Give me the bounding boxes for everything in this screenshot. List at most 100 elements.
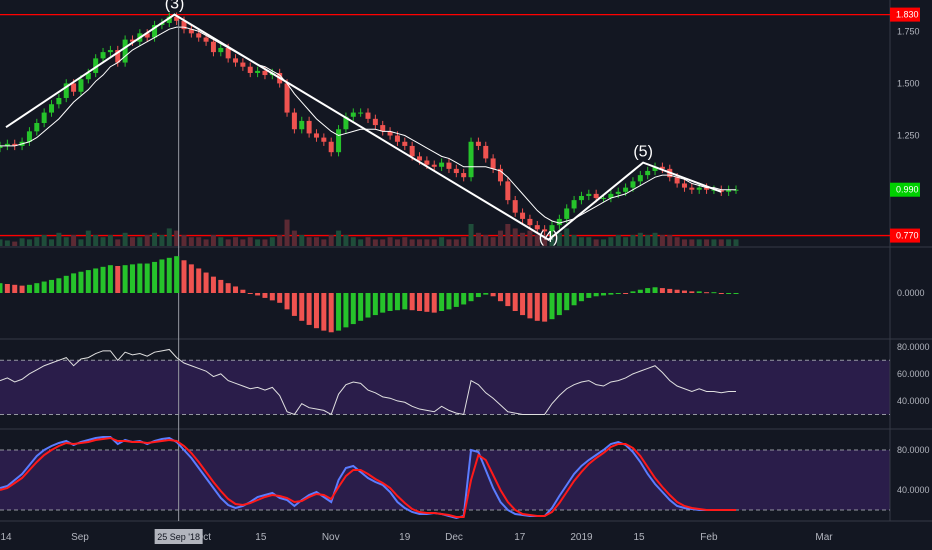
candle[interactable] — [608, 193, 614, 199]
candle[interactable] — [549, 225, 555, 232]
candle[interactable] — [321, 137, 327, 142]
candle[interactable] — [417, 156, 423, 161]
candle[interactable] — [726, 189, 732, 192]
candle[interactable] — [586, 193, 592, 196]
candle[interactable] — [34, 123, 40, 132]
candle[interactable] — [365, 112, 371, 119]
candle[interactable] — [520, 212, 526, 219]
candle[interactable] — [85, 72, 91, 80]
candle[interactable] — [358, 112, 364, 114]
candle[interactable] — [483, 145, 489, 159]
candle[interactable] — [424, 160, 430, 165]
elliott-wave-line[interactable] — [5, 13, 722, 241]
candle[interactable] — [387, 131, 393, 136]
candle[interactable] — [593, 193, 599, 199]
candle[interactable] — [711, 189, 717, 191]
candle[interactable] — [144, 33, 150, 38]
candle[interactable] — [674, 177, 680, 184]
volume-bar — [461, 237, 467, 246]
candle[interactable] — [166, 16, 172, 23]
candle[interactable] — [615, 191, 621, 194]
candle[interactable] — [696, 187, 702, 190]
candle[interactable] — [262, 70, 268, 76]
candle[interactable] — [394, 135, 400, 142]
candle[interactable] — [107, 50, 113, 53]
candle[interactable] — [336, 129, 342, 153]
candle[interactable] — [446, 162, 452, 169]
candle[interactable] — [100, 52, 106, 59]
candle[interactable] — [490, 158, 496, 169]
candle[interactable] — [181, 20, 187, 30]
candle[interactable] — [210, 41, 216, 53]
candle[interactable] — [380, 125, 386, 132]
candle[interactable] — [71, 83, 77, 92]
candle[interactable] — [78, 79, 84, 92]
macd-bar — [689, 291, 695, 293]
candle[interactable] — [41, 112, 47, 123]
macd-bar — [343, 293, 349, 328]
candle[interactable] — [534, 225, 540, 230]
candle[interactable] — [601, 198, 607, 200]
candle[interactable] — [343, 116, 349, 130]
candle[interactable] — [637, 175, 643, 182]
candle[interactable] — [196, 33, 202, 38]
candle[interactable] — [681, 183, 687, 188]
candle[interactable] — [306, 120, 312, 134]
candle[interactable] — [313, 133, 319, 138]
candle[interactable] — [255, 70, 261, 73]
candle[interactable] — [402, 141, 408, 146]
candle[interactable] — [233, 58, 239, 63]
candle[interactable] — [350, 112, 356, 117]
candle[interactable] — [453, 168, 459, 174]
candle[interactable] — [218, 47, 224, 53]
candle[interactable] — [468, 141, 474, 178]
candle[interactable] — [328, 141, 334, 153]
candle[interactable] — [439, 162, 445, 167]
candle[interactable] — [299, 120, 305, 130]
candle[interactable] — [225, 47, 231, 59]
candle[interactable] — [0, 145, 3, 149]
candle[interactable] — [571, 200, 577, 209]
candle[interactable] — [527, 218, 533, 226]
candle[interactable] — [26, 131, 32, 142]
candle[interactable] — [556, 218, 562, 226]
candle[interactable] — [152, 25, 158, 38]
candle[interactable] — [93, 58, 99, 73]
candle[interactable] — [630, 181, 636, 188]
candle[interactable] — [689, 187, 695, 190]
candle[interactable] — [623, 187, 629, 192]
candle[interactable] — [122, 39, 128, 63]
candle[interactable] — [49, 104, 55, 113]
candle[interactable] — [115, 50, 121, 63]
candle[interactable] — [4, 143, 10, 146]
candle[interactable] — [409, 145, 415, 157]
candle[interactable] — [372, 118, 378, 126]
candle[interactable] — [645, 170, 651, 176]
candle[interactable] — [704, 187, 710, 190]
candle[interactable] — [505, 181, 511, 201]
candle[interactable] — [564, 208, 570, 219]
candle[interactable] — [203, 37, 209, 42]
candle[interactable] — [431, 164, 437, 167]
candle[interactable] — [12, 143, 18, 146]
candle[interactable] — [497, 168, 503, 182]
candle[interactable] — [174, 16, 180, 21]
candle[interactable] — [659, 166, 665, 169]
candle[interactable] — [578, 195, 584, 201]
candle[interactable] — [542, 229, 548, 232]
candle[interactable] — [188, 29, 194, 34]
macd-bar — [93, 268, 99, 293]
candle[interactable] — [56, 97, 62, 105]
candle[interactable] — [247, 66, 253, 73]
candle[interactable] — [475, 141, 481, 146]
volume-bar — [417, 239, 423, 246]
candle[interactable] — [284, 83, 290, 113]
candle[interactable] — [291, 112, 297, 130]
candle[interactable] — [512, 200, 518, 213]
candle[interactable] — [652, 166, 658, 171]
candle[interactable] — [240, 62, 246, 67]
candle[interactable] — [129, 39, 135, 42]
candle[interactable] — [461, 173, 467, 178]
candle[interactable] — [63, 83, 69, 98]
